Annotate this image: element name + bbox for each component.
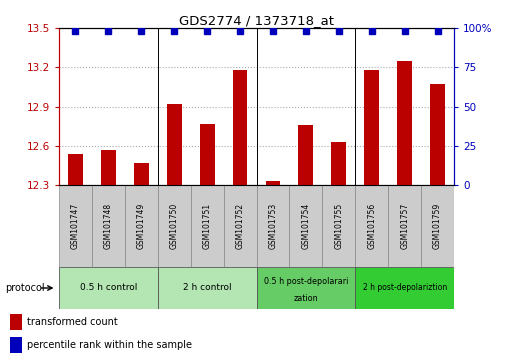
Bar bbox=[10, 337, 22, 353]
Bar bbox=[59, 185, 92, 267]
Text: GSM101759: GSM101759 bbox=[433, 203, 442, 249]
Bar bbox=[200, 124, 214, 185]
Bar bbox=[364, 70, 379, 185]
Text: GSM101747: GSM101747 bbox=[71, 203, 80, 249]
Bar bbox=[167, 104, 182, 185]
Text: GSM101751: GSM101751 bbox=[203, 203, 212, 249]
Text: zation: zation bbox=[293, 294, 318, 303]
Bar bbox=[256, 267, 355, 309]
Text: GSM101753: GSM101753 bbox=[268, 203, 278, 249]
Bar bbox=[101, 150, 116, 185]
Text: 2 h control: 2 h control bbox=[183, 284, 231, 292]
Bar bbox=[388, 185, 421, 267]
Text: GSM101756: GSM101756 bbox=[367, 203, 376, 249]
Bar bbox=[322, 185, 355, 267]
Bar bbox=[430, 85, 445, 185]
Text: percentile rank within the sample: percentile rank within the sample bbox=[27, 340, 192, 350]
Bar bbox=[397, 61, 412, 185]
Bar bbox=[59, 267, 158, 309]
Bar bbox=[158, 267, 256, 309]
Bar bbox=[10, 314, 22, 330]
Bar bbox=[289, 185, 322, 267]
Bar bbox=[331, 142, 346, 185]
Title: GDS2774 / 1373718_at: GDS2774 / 1373718_at bbox=[179, 14, 334, 27]
Bar bbox=[191, 185, 224, 267]
Bar bbox=[158, 185, 191, 267]
Text: GSM101750: GSM101750 bbox=[170, 203, 179, 249]
Bar bbox=[299, 125, 313, 185]
Text: GSM101755: GSM101755 bbox=[334, 203, 343, 249]
Text: 2 h post-depolariztion: 2 h post-depolariztion bbox=[363, 284, 447, 292]
Bar bbox=[92, 185, 125, 267]
Bar bbox=[224, 185, 256, 267]
Text: transformed count: transformed count bbox=[27, 316, 117, 327]
Text: GSM101754: GSM101754 bbox=[301, 203, 310, 249]
Bar bbox=[256, 185, 289, 267]
Text: GSM101749: GSM101749 bbox=[137, 203, 146, 249]
Bar bbox=[421, 185, 454, 267]
Bar bbox=[266, 181, 281, 185]
Text: 0.5 h post-depolarari: 0.5 h post-depolarari bbox=[264, 277, 348, 286]
Bar bbox=[134, 163, 149, 185]
Text: GSM101752: GSM101752 bbox=[235, 203, 245, 249]
Bar bbox=[355, 185, 388, 267]
Bar bbox=[355, 267, 454, 309]
Bar bbox=[232, 70, 247, 185]
Bar bbox=[125, 185, 158, 267]
Text: GSM101757: GSM101757 bbox=[400, 203, 409, 249]
Bar bbox=[68, 154, 83, 185]
Text: protocol: protocol bbox=[5, 283, 45, 293]
Text: 0.5 h control: 0.5 h control bbox=[80, 284, 137, 292]
Text: GSM101748: GSM101748 bbox=[104, 203, 113, 249]
